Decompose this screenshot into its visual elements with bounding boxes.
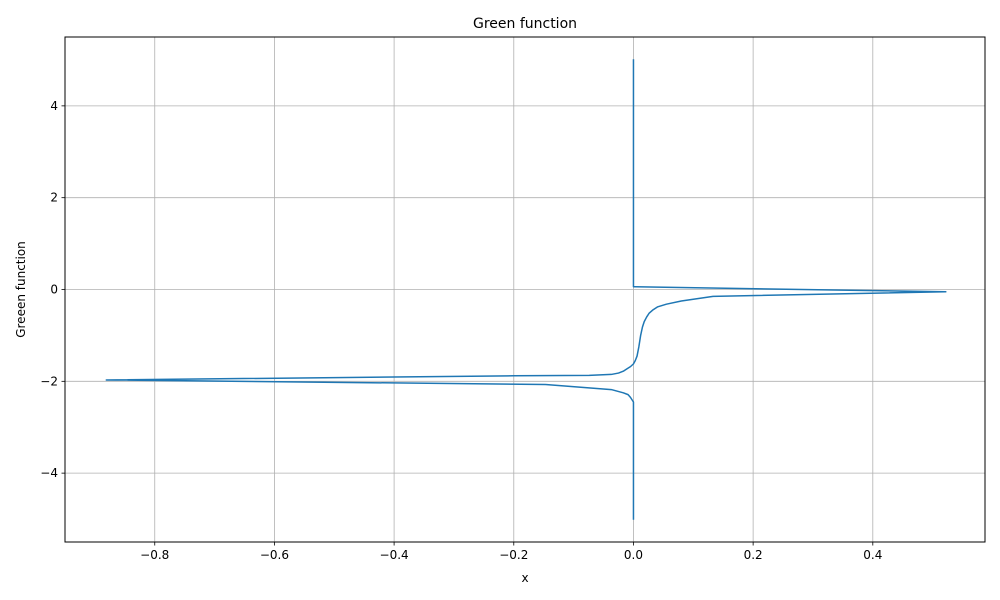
y-axis-label: Greeen function (14, 241, 28, 338)
x-tick-label: −0.8 (140, 548, 169, 562)
x-tick-label: −0.2 (499, 548, 528, 562)
chart-title: Green function (473, 16, 577, 32)
x-tick-label: −0.6 (260, 548, 289, 562)
y-axis-ticks: −4 −2 0 2 4 (40, 99, 65, 480)
x-tick-label: 0.0 (624, 548, 643, 562)
series-layer (105, 59, 947, 520)
y-tick-label: −2 (40, 374, 58, 388)
y-tick-label: −4 (40, 466, 58, 480)
x-axis-ticks: −0.8 −0.6 −0.4 −0.2 0.0 0.2 0.4 (140, 542, 882, 562)
green-function-line (105, 59, 947, 520)
x-axis-label: x (521, 571, 528, 585)
y-tick-label: 0 (50, 283, 58, 297)
x-tick-label: −0.4 (380, 548, 409, 562)
x-tick-label: 0.2 (744, 548, 763, 562)
x-tick-label: 0.4 (863, 548, 882, 562)
y-tick-label: 4 (50, 99, 58, 113)
y-tick-label: 2 (50, 191, 58, 205)
y-gridlines (65, 105, 985, 474)
